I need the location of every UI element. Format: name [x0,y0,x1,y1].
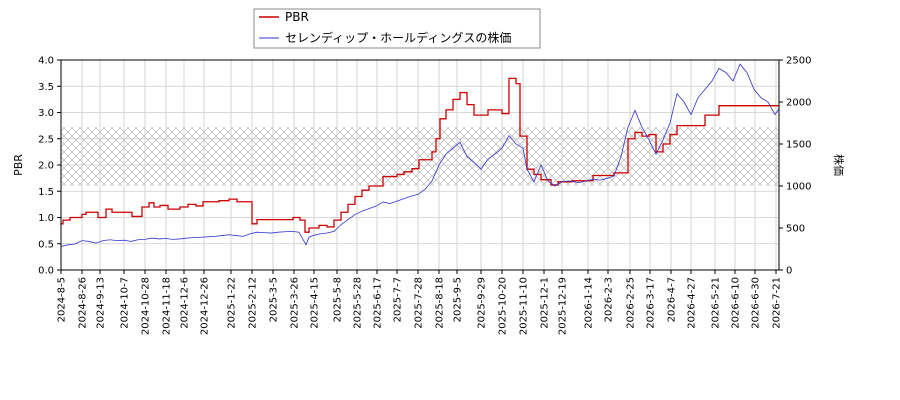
legend-label-stock-price: セレンディップ・ホールディングスの株価 [285,30,511,45]
right-tick-label: 1500 [786,140,811,151]
x-tick-label: 2025-8-18 [435,277,446,329]
x-tick-label: 2025-5-28 [353,277,364,329]
x-tick-label: 2025-10-20 [498,277,509,335]
right-tick-label: 2500 [786,56,811,67]
x-tick-label: 2024-8-5 [57,277,68,322]
x-tick-label: 2026-2-3 [604,277,615,322]
x-tick-label: 2026-4-7 [667,277,678,322]
legend-box [253,8,541,49]
right-tick-label: 0 [786,266,792,277]
legend-label-pbr: PBR [285,10,309,24]
x-tick-label: 2026-6-30 [751,277,762,329]
x-tick-label: 2025-6-17 [373,277,384,329]
x-tick-label: 2026-7-21 [772,277,783,329]
hatched-band [61,127,779,186]
right-axis: 0 500 1000 1500 2000 2500 [779,56,811,277]
x-tick-label: 2025-9-5 [453,277,464,322]
x-axis: 2024-8-5 2024-8-26 2024-9-13 2024-10-7 2024-… [57,270,783,335]
x-tick-label: 2026-6-10 [731,277,742,329]
x-tick-label: 2025-1-22 [227,277,238,329]
left-tick-label: 0.0 [38,266,54,277]
left-tick-label: 1.5 [38,187,54,198]
right-tick-label: 2000 [786,98,811,109]
x-tick-label: 2024-9-13 [96,277,107,329]
x-tick-label: 2024-12-26 [200,277,211,335]
x-tick-label: 2025-7-28 [414,277,425,329]
grid [60,59,779,271]
left-tick-label: 0.5 [38,239,54,250]
x-tick-label: 2024-12-6 [180,277,191,329]
series-line-pbr [61,77,779,233]
left-axis-title: PBR [12,154,25,176]
x-tick-label: 2026-4-27 [687,277,698,329]
x-tick-label: 2024-11-18 [162,277,173,335]
x-tick-label: 2025-3-5 [269,277,280,322]
right-axis-title: 株価 [832,154,846,176]
left-tick-label: 3.5 [38,82,54,93]
x-tick-label: 2025-3-26 [290,277,301,329]
x-tick-label: 2025-4-15 [310,277,321,329]
x-tick-label: 2026-2-25 [626,277,637,329]
x-tick-label: 2026-5-21 [711,277,722,329]
right-tick-label: 500 [786,224,805,235]
x-tick-label: 2025-12-19 [558,277,569,335]
x-tick-label: 2024-10-7 [120,277,131,329]
right-tick-label: 1000 [786,182,811,193]
left-tick-label: 3.0 [38,108,54,119]
x-tick-label: 2025-5-8 [333,277,344,322]
left-tick-label: 2.0 [38,161,54,172]
x-tick-label: 2025-11-10 [519,277,530,335]
left-axis: 0.0 0.5 1.0 1.5 2.0 2.5 3.0 3.5 4.0 [38,56,61,277]
left-tick-label: 2.5 [38,134,54,145]
x-tick-label: 2025-9-29 [477,277,488,329]
x-tick-label: 2024-10-28 [141,277,152,335]
x-tick-label: 2025-2-12 [248,277,259,329]
x-tick-label: 2026-3-17 [646,277,657,329]
x-tick-label: 2026-1-14 [584,277,595,329]
series-line-stock-price [60,63,780,247]
x-tick-label: 2025-12-1 [540,277,551,329]
legend: PBR セレンディップ・ホールディングスの株価 [253,8,541,49]
x-tick-label: 2024-8-26 [78,277,89,329]
series-layer [60,63,780,247]
left-tick-label: 1.0 [38,213,54,224]
left-tick-label: 4.0 [38,56,54,67]
x-tick-label: 2025-7-7 [393,277,404,322]
